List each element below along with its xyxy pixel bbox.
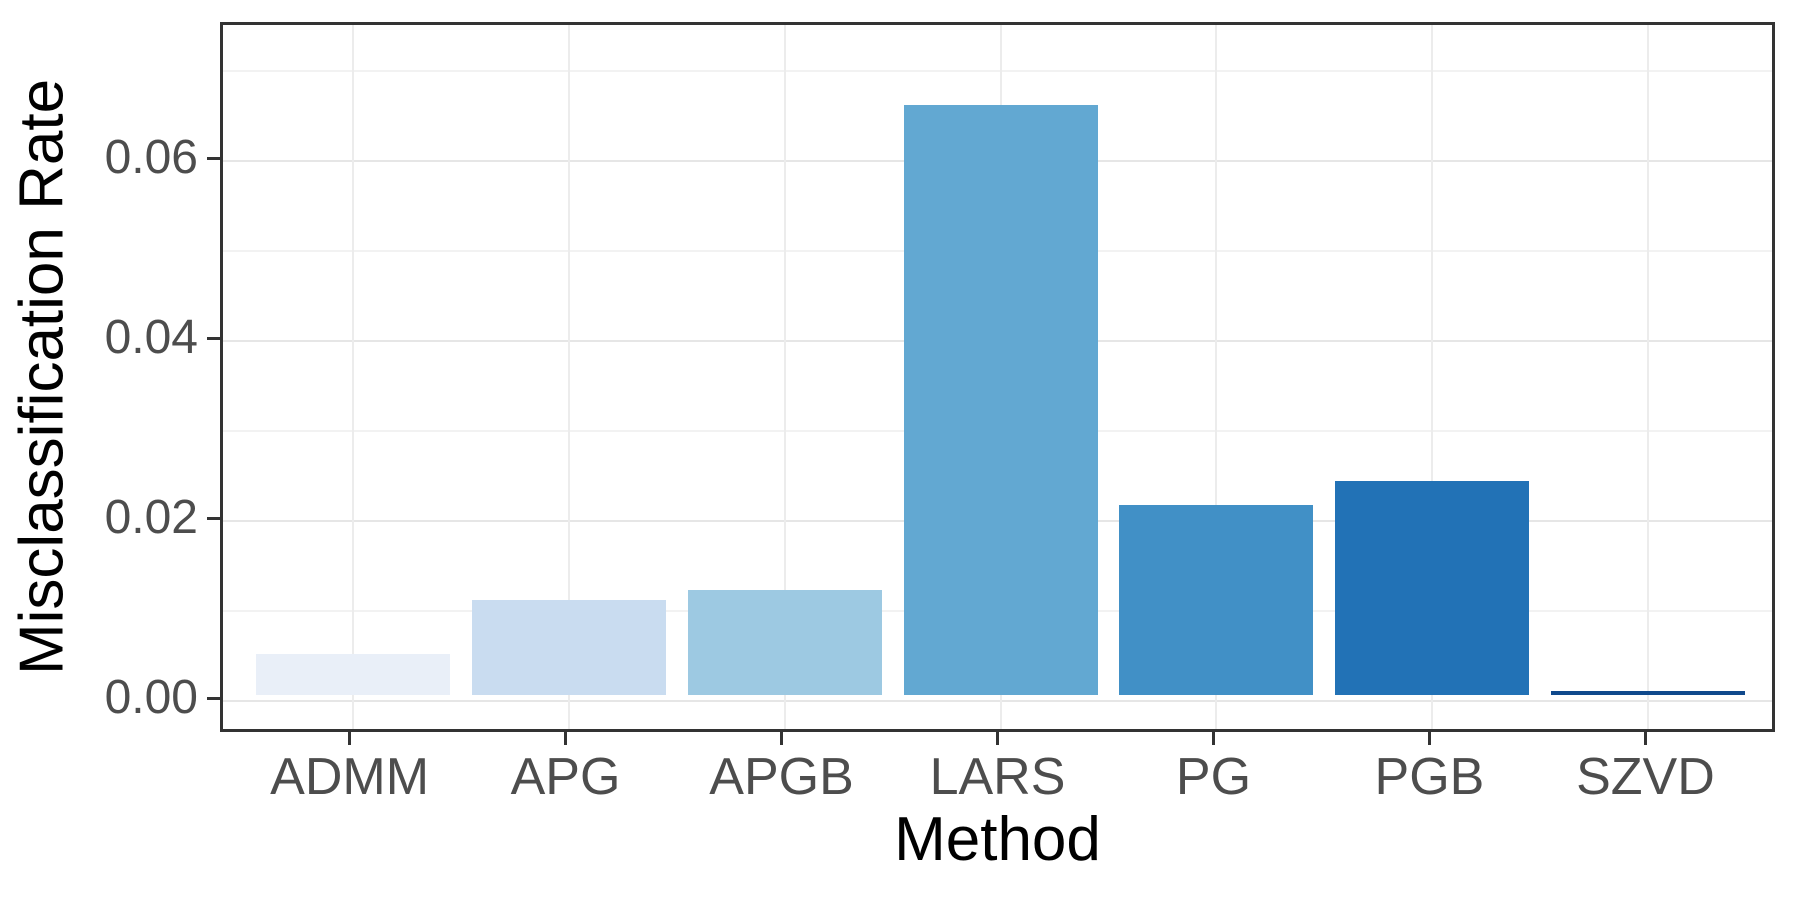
bar-lars [904,105,1098,695]
vertical-gridline [351,25,354,729]
x-tick-label: PG [1175,748,1252,806]
vertical-gridline [1215,25,1218,729]
bar-apgb [688,590,882,695]
x-axis-tick [996,732,999,745]
x-axis-tick [1427,732,1431,745]
x-tick-label: PGB [1374,748,1485,806]
vertical-gridline [1647,25,1650,729]
bar-pg [1119,505,1313,695]
y-tick-label: 0.04 [104,311,198,364]
x-tick-label: LARS [929,748,1066,806]
vertical-gridline [783,25,786,729]
vertical-gridline [1431,25,1434,729]
x-axis-tick [564,732,568,745]
y-tick-label: 0.00 [104,671,198,724]
x-tick-label: APGB [709,748,854,806]
y-axis-tick [207,516,220,520]
x-axis-title: Method [894,805,1101,874]
major-gridline [223,700,1772,702]
y-tick-label: 0.02 [104,491,198,544]
minor-gridline [223,70,1772,72]
y-axis-tick [207,156,220,160]
x-tick-label: APG [510,748,621,806]
y-axis-tick [207,696,220,700]
x-axis-tick [1643,732,1647,745]
x-tick-label: SZVD [1576,748,1715,806]
bar-szvd [1551,691,1745,695]
x-tick-label: ADMM [270,748,430,806]
x-axis-tick [780,732,784,745]
vertical-gridline [567,25,570,729]
y-tick-label: 0.06 [104,131,198,184]
x-axis-tick [1211,732,1215,745]
bar-apg [472,600,666,695]
y-axis-tick [207,336,220,340]
x-axis-tick [348,732,352,745]
plot-panel [220,22,1775,732]
bar-pgb [1335,481,1529,695]
bar-admm [256,654,450,695]
